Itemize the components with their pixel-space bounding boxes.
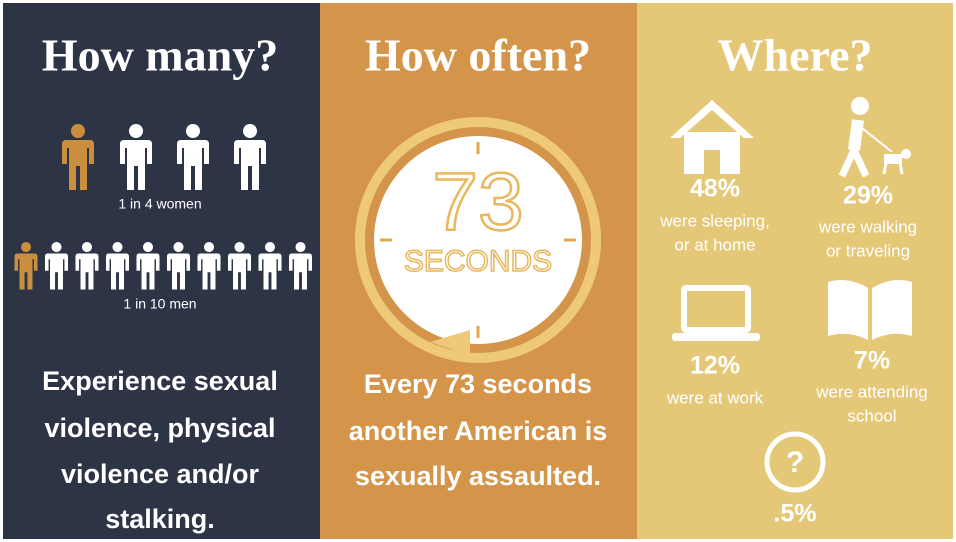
panel-where [637, 3, 953, 539]
statement-line: sexually assaulted. [355, 461, 601, 491]
person-icon [14, 242, 38, 290]
description: were at work [666, 388, 764, 407]
percent: 29% [843, 182, 893, 210]
book-icon [828, 280, 912, 340]
percent: 7% [854, 347, 890, 375]
clock-arrow [430, 330, 470, 356]
person-icon [44, 242, 69, 290]
women-caption: 1 in 4 women [118, 196, 201, 212]
statement-line: another American is [349, 416, 608, 446]
description: were attending [815, 382, 928, 401]
statement-line: stalking. [105, 504, 215, 534]
percent: 48% [690, 175, 740, 203]
percent: 12% [690, 352, 740, 380]
person-icon [120, 124, 152, 190]
person-icon [197, 242, 221, 290]
person-icon [75, 242, 99, 290]
statement-line: Every 73 seconds [364, 369, 592, 399]
person-icon [136, 242, 160, 290]
person-icon [62, 124, 94, 190]
clock-face [374, 136, 582, 344]
description: were walking [818, 217, 917, 236]
women-icons [62, 124, 266, 190]
percent: .5% [773, 500, 816, 528]
walker-icon [838, 97, 911, 178]
men-caption: 1 in 10 men [123, 296, 196, 312]
panel-title: Where? [717, 30, 872, 81]
clock: 73 SECONDS [355, 117, 601, 363]
person-icon [234, 124, 266, 190]
clock-number: 73 [432, 157, 523, 248]
question-icon [764, 431, 826, 493]
person-icon [258, 242, 282, 290]
statement-line: Experience sexual [42, 366, 278, 396]
statement-line: violence, physical [44, 413, 275, 443]
description: or at home [674, 235, 755, 254]
person-icon [227, 242, 252, 290]
panel-title: How many? [42, 30, 278, 81]
description: were sleeping, [659, 211, 770, 230]
description: school [847, 406, 896, 425]
description: or traveling [826, 241, 910, 260]
house-icon [670, 100, 754, 174]
clock-unit: SECONDS [404, 245, 552, 278]
clock-ring [355, 117, 601, 363]
question-mark: ? [786, 446, 804, 479]
person-icon [105, 242, 130, 290]
person-icon [177, 124, 209, 190]
men-icons [14, 242, 313, 290]
person-icon [166, 242, 191, 290]
laptop-icon [672, 285, 760, 341]
panel-title: How often? [365, 30, 591, 81]
statement-line: violence and/or [61, 459, 260, 489]
person-icon [288, 242, 313, 290]
